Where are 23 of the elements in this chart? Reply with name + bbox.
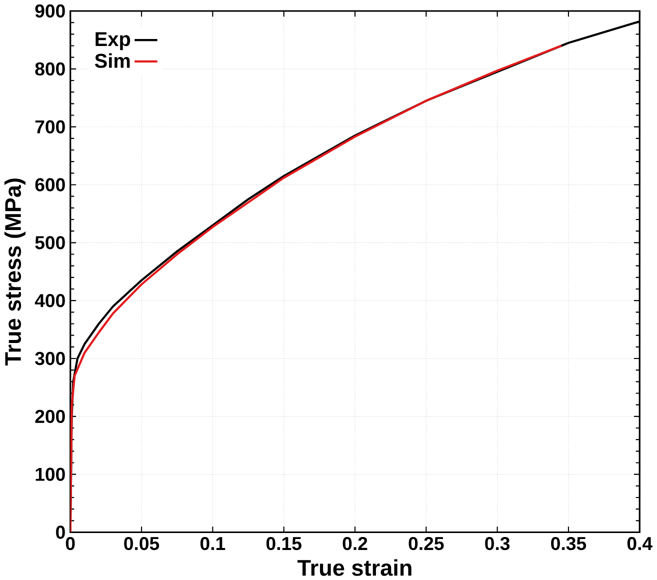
x-tick-label: 0.25 [408, 536, 444, 550]
x-axis-title: True strain [297, 559, 412, 576]
y-tick-label: 800 [35, 62, 65, 76]
legend-label: Sim [94, 53, 130, 68]
y-tick-label: 500 [35, 236, 65, 250]
x-tick-label: 0.35 [551, 536, 586, 550]
y-tick-label: 400 [34, 294, 65, 308]
x-tick-label: 0.2 [342, 536, 368, 550]
x-tick-label: 0.4 [627, 536, 652, 550]
y-tick-label: 0 [56, 526, 65, 539]
y-tick-label: 600 [35, 178, 65, 192]
y-tick-label: 100 [36, 468, 65, 481]
y-axis-title: True stress (MPa) [4, 178, 26, 366]
y-tick-label: 900 [35, 4, 65, 18]
x-tick-label: 0.3 [485, 536, 510, 550]
x-tick-label: 0 [66, 536, 75, 550]
y-tick-label: 300 [35, 352, 65, 365]
x-tick-label: 0.05 [124, 536, 160, 550]
x-tick-label: 0.15 [266, 536, 302, 550]
x-tick-label: 0.1 [200, 536, 226, 550]
legend-label: Exp [96, 32, 130, 50]
y-tick-label: 700 [35, 120, 65, 134]
y-tick-label: 200 [35, 410, 65, 423]
